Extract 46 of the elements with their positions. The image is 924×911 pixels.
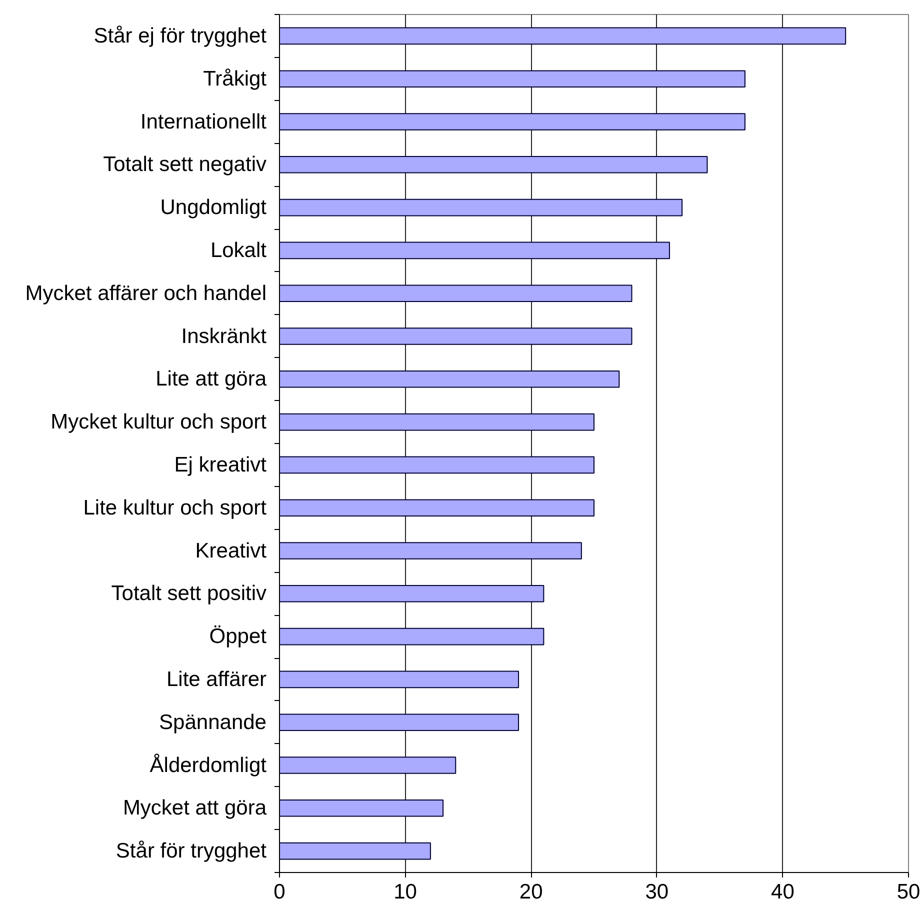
x-tick-label: 30 (645, 880, 669, 904)
bar (280, 328, 632, 345)
y-tick-label: Ålderdomligt (150, 752, 267, 777)
bar (280, 628, 544, 646)
x-tick-label: 10 (394, 880, 417, 904)
bar (280, 413, 594, 431)
bar (280, 456, 594, 474)
bar (280, 842, 431, 860)
y-tick-label: Ej kreativt (174, 453, 267, 476)
bar (280, 542, 582, 560)
y-tick-label: Står för trygghet (116, 840, 267, 863)
bar (280, 70, 746, 88)
bar (280, 156, 708, 174)
bar (280, 670, 520, 688)
x-tick-label: 50 (896, 880, 920, 904)
y-tick-label: Lite affärer (166, 668, 267, 691)
x-tick-label: 20 (519, 880, 543, 904)
y-tick-label: Totalt sett positiv (111, 582, 267, 606)
y-tick-label: Totalt sett negativ (103, 153, 267, 176)
bar (280, 756, 456, 774)
x-tick-label: 0 (274, 880, 286, 904)
y-tick-label: Tråkigt (203, 67, 267, 90)
bar (280, 499, 594, 516)
bar (280, 284, 632, 302)
y-tick-label: Lite att göra (156, 368, 267, 391)
bar (280, 242, 670, 260)
y-tick-label: Ungdomligt (160, 196, 267, 220)
y-tick-label: Står ej för trygghet (94, 24, 267, 48)
x-tick-label: 40 (771, 880, 794, 904)
y-tick-label: Mycket att göra (122, 796, 267, 820)
y-tick-label: Internationellt (140, 110, 267, 134)
y-tick-label: Lokalt (210, 238, 267, 262)
y-tick-label: Spännande (159, 710, 267, 734)
y-tick-label: Kreativt (195, 539, 267, 562)
bar (280, 800, 444, 817)
bar (280, 27, 846, 45)
bar (280, 198, 683, 216)
bar (280, 585, 544, 602)
bar (280, 113, 746, 130)
y-tick-label: Mycket kultur och sport (50, 410, 267, 434)
y-tick-label: Mycket affärer och handel (25, 282, 267, 305)
bar (280, 714, 520, 731)
y-tick-label: Inskränkt (181, 324, 267, 348)
y-tick-label: Lite kultur och sport (83, 496, 267, 520)
y-tick-label: Öppet (209, 625, 267, 648)
bar (280, 370, 620, 388)
